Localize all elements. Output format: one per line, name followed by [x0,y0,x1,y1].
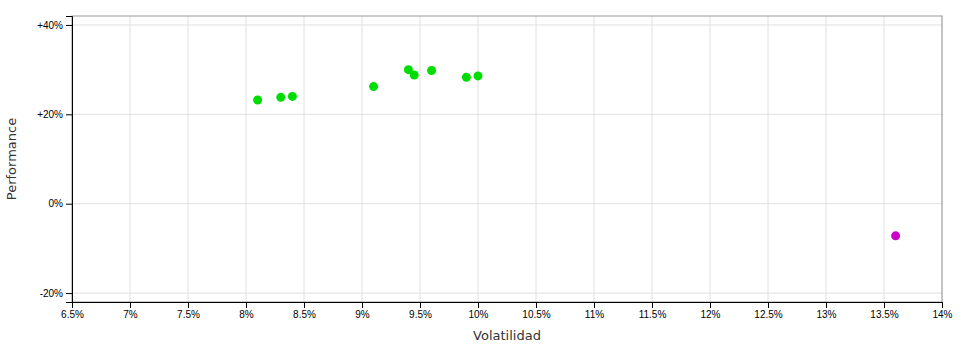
x-axis: 6.5% 7% 7.5% 8% 8.5% 9% 9.5% 10% 10.5% 11% 11.5% 12… [61,302,953,320]
x-tick-label: 12.5% [754,309,782,320]
y-tick: +40% [37,20,72,31]
x-tick-label: 8.5% [293,309,316,320]
series [253,65,482,104]
grid-line-y [72,293,942,294]
point [253,96,262,105]
grid-line-y [72,114,942,115]
x-tick: 10.5% [522,302,550,320]
point [891,231,900,240]
y-tick-mark [66,204,72,205]
x-tick-label: 10.5% [522,309,550,320]
x-tick-mark [710,302,711,308]
grid-line-x [130,16,131,302]
x-tick-label: 9.5% [409,309,432,320]
x-tick: 9% [355,302,370,320]
plot-frame [72,16,942,302]
y-tick: -20% [40,288,72,299]
x-tick-mark [188,302,189,308]
y-tick-label: +20% [37,109,63,120]
y-axis-line [66,17,73,303]
grid-line-x [652,16,653,302]
x-tick: 10% [468,302,488,320]
y-tick-label: +40% [37,20,63,31]
points [253,65,900,240]
x-tick: 6.5% [61,302,84,320]
grid [72,16,942,302]
x-tick: 13.5% [870,302,898,320]
x-tick-label: 13% [816,309,836,320]
x-tick: 14% [932,302,952,320]
grid-line-x [304,16,305,302]
x-tick: 9.5% [409,302,432,320]
x-tick-mark [826,302,827,308]
x-tick: 7% [123,302,138,320]
point [288,92,297,101]
point [462,73,471,82]
series [891,231,900,240]
y-tick-mark [66,25,72,26]
x-tick-label: 11% [585,309,604,320]
x-tick-label: 6.5% [61,309,84,320]
point [474,71,483,80]
point [369,82,378,91]
x-tick-label: 7% [123,309,138,320]
grid-line-x [362,16,363,302]
x-tick-mark [246,302,247,308]
grid-line-x [826,16,827,302]
grid-line-y [72,24,942,25]
grid-line-x [594,16,595,302]
y-axis-title: Performance [4,118,19,200]
x-tick-label: 12% [700,309,720,320]
x-tick-mark [536,302,537,308]
x-tick-mark [420,302,421,308]
x-axis-title: Volatilidad [473,328,541,343]
x-tick-mark [130,302,131,308]
x-tick-mark [652,302,653,308]
x-tick: 12% [700,302,720,320]
x-tick-label: 9% [355,309,370,320]
x-tick-label: 13.5% [870,309,898,320]
x-tick-mark [768,302,769,308]
y-tick: +20% [37,109,72,120]
y-tick-mark [66,293,72,294]
grid-line-x [884,16,885,302]
chart: 6.5% 7% 7.5% 8% 8.5% 9% 9.5% 10% 10.5% 11% 11.5% 12… [0,0,966,350]
x-tick: 11% [585,302,604,320]
grid-line-x [246,16,247,302]
point [410,70,419,79]
y-tick-mark [66,114,72,115]
x-tick: 7.5% [177,302,200,320]
point [276,93,285,102]
x-tick-label: 11.5% [639,309,667,320]
x-tick-mark [594,302,595,308]
x-tick-label: 7.5% [177,309,200,320]
point [427,66,436,75]
grid-line-x [710,16,711,302]
y-tick-label: 0% [49,198,64,209]
x-tick-label: 10% [468,309,488,320]
x-tick-label: 14% [932,309,952,320]
y-axis: -20% 0% +20% +40% [37,17,72,303]
plot: 6.5% 7% 7.5% 8% 8.5% 9% 9.5% 10% 10.5% 11% 11.5% 12… [37,16,952,320]
x-axis-line [73,303,943,309]
grid-line-x [478,16,479,302]
grid-line-x [536,16,537,302]
x-tick-mark [362,302,363,308]
x-tick-mark [304,302,305,308]
x-tick: 8% [239,302,254,320]
x-tick: 13% [816,302,836,320]
grid-line-x [768,16,769,302]
x-tick-mark [478,302,479,308]
y-tick-label: -20% [40,288,63,299]
x-tick-mark [942,302,943,308]
x-tick: 12.5% [754,302,782,320]
x-tick: 11.5% [639,302,667,320]
y-tick: 0% [49,198,72,209]
x-tick: 8.5% [293,302,316,320]
grid-line-x [188,16,189,302]
x-tick-mark [884,302,885,308]
grid-line-y [72,203,942,204]
grid-line-x [420,16,421,302]
x-tick-label: 8% [239,309,254,320]
